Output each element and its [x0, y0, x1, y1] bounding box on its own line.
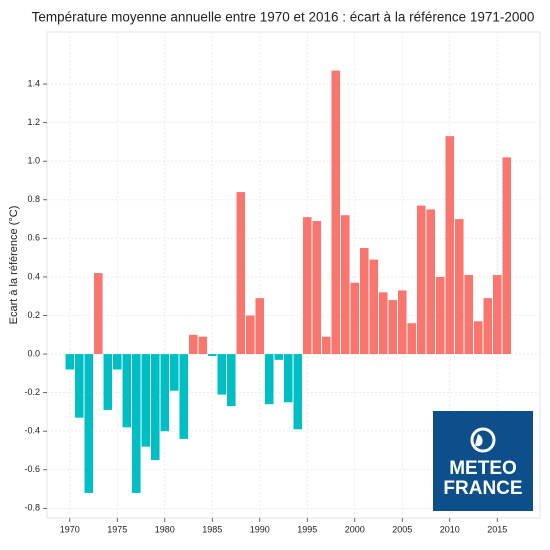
bar: [189, 334, 198, 355]
bar: [350, 282, 360, 355]
y-tick-label: 0.4: [27, 271, 40, 281]
bar: [94, 273, 103, 355]
bar: [445, 136, 455, 355]
x-tick-label: 2000: [345, 524, 365, 534]
y-tick-label: 0.2: [27, 310, 40, 320]
bar: [170, 354, 179, 391]
y-tick-label: 0.0: [27, 348, 40, 358]
bar: [426, 209, 436, 355]
bar: [293, 354, 303, 430]
bar: [236, 192, 246, 355]
x-tick-label: 2015: [487, 524, 507, 534]
y-tick-label: -0.4: [24, 426, 40, 436]
bar: [132, 354, 141, 493]
bar: [103, 354, 113, 410]
x-tick-label: 1980: [155, 524, 175, 534]
y-tick-label: 0.6: [27, 233, 40, 243]
x-tick-label: 1995: [297, 524, 317, 534]
bar: [321, 336, 331, 355]
bar: [331, 70, 341, 355]
bar: [407, 323, 417, 355]
x-tick-label: 2010: [440, 524, 460, 534]
bar: [217, 354, 227, 395]
y-tick-label: -0.2: [24, 387, 40, 397]
logo-text: FRANCE: [443, 478, 522, 499]
bar: [122, 354, 132, 428]
bar: [302, 217, 312, 355]
bar: [312, 221, 322, 355]
y-tick-label: 0.8: [27, 194, 40, 204]
bar: [113, 354, 122, 370]
bar: [378, 292, 388, 355]
bar: [340, 215, 350, 355]
y-tick-label: -0.6: [24, 464, 40, 474]
y-axis-label: Ecart à la référence (°C): [8, 206, 20, 325]
bar: [179, 354, 189, 439]
logo-icon-shape: [475, 434, 483, 447]
bar: [255, 298, 265, 355]
bar: [416, 205, 426, 355]
bar: [151, 354, 160, 461]
bar: [483, 298, 493, 355]
bar: [369, 259, 379, 355]
bar: [227, 354, 236, 407]
bar: [65, 354, 75, 370]
bar: [492, 275, 502, 355]
bar: [84, 354, 94, 493]
bar: [502, 157, 512, 355]
x-tick-label: 1990: [250, 524, 270, 534]
bar: [388, 300, 398, 355]
logo: METEO FRANCE: [433, 411, 533, 511]
bar: [75, 354, 84, 418]
y-tick-label: 1.2: [27, 117, 40, 127]
bar: [160, 354, 170, 432]
logo-icon: [470, 427, 496, 453]
y-tick-label: 1.0: [27, 156, 40, 166]
bar: [454, 219, 464, 355]
x-tick-label: 1985: [202, 524, 222, 534]
bar: [284, 354, 293, 403]
bar: [246, 315, 255, 355]
bar: [141, 354, 151, 447]
bar: [397, 290, 407, 355]
logo-text: METEO: [449, 458, 517, 479]
bar: [435, 276, 445, 355]
bar: [359, 248, 369, 355]
x-tick-label: 2005: [392, 524, 412, 534]
bar: [464, 275, 474, 355]
y-tick-label: -0.8: [24, 503, 40, 513]
bar: [274, 354, 284, 360]
x-tick-label: 1970: [60, 524, 80, 534]
x-tick-label: 1975: [107, 524, 127, 534]
chart-title: Température moyenne annuelle entre 1970 …: [32, 10, 535, 25]
bar: [265, 354, 274, 405]
y-tick-label: 1.4: [27, 78, 40, 88]
bar: [208, 354, 217, 356]
bar: [473, 321, 483, 355]
bar: [198, 336, 208, 355]
